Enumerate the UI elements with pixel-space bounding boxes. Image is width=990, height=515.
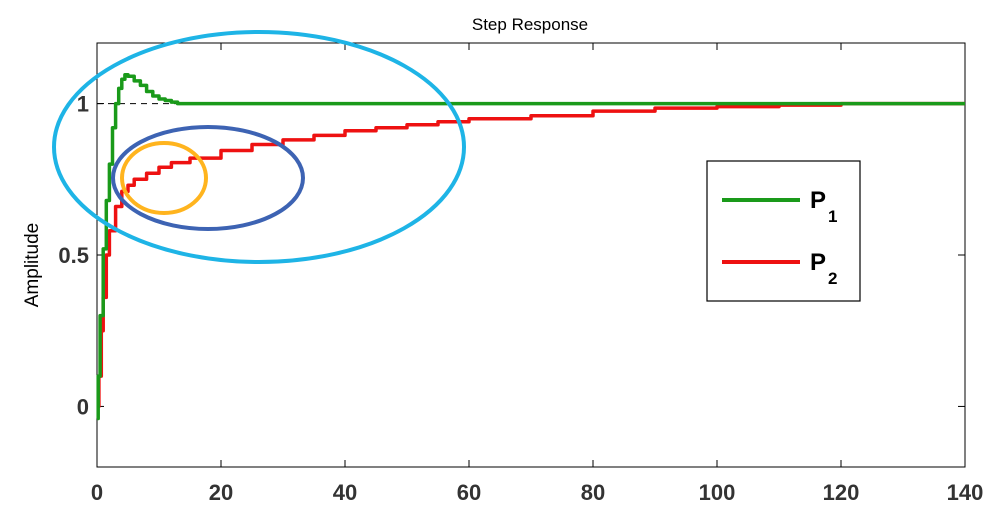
annotation-ellipse-blue bbox=[111, 125, 305, 231]
y-axis-label: Amplitude bbox=[22, 223, 43, 308]
y-tick-label: 0.5 bbox=[58, 243, 89, 268]
y-tick-label: 1 bbox=[77, 92, 89, 117]
chart-title: Step Response bbox=[472, 15, 588, 34]
x-tick-label: 140 bbox=[947, 480, 984, 505]
annotation-ellipse-cyan bbox=[52, 30, 466, 264]
series-line-p2 bbox=[97, 101, 965, 409]
x-tick-label: 100 bbox=[699, 480, 736, 505]
legend-box bbox=[706, 160, 861, 302]
legend-subscript-p1: 1 bbox=[828, 207, 837, 226]
x-tick-label: 0 bbox=[91, 480, 103, 505]
series-lines bbox=[96, 73, 965, 421]
axis-ticks: 0 20 40 60 80 100 120 140 0 0.5 1 bbox=[58, 43, 983, 505]
series-line-p1 bbox=[96, 73, 965, 421]
annotation-ellipse-yellow bbox=[120, 141, 208, 215]
y-tick-label: 0 bbox=[77, 394, 89, 419]
legend-label-p1: P bbox=[810, 187, 826, 214]
x-tick-label: 60 bbox=[457, 480, 481, 505]
legend-label-p2: P bbox=[810, 249, 826, 276]
legend-subscript-p2: 2 bbox=[828, 269, 837, 288]
x-tick-label: 80 bbox=[581, 480, 605, 505]
x-tick-label: 120 bbox=[823, 480, 860, 505]
x-tick-label: 20 bbox=[209, 480, 233, 505]
x-tick-label: 40 bbox=[333, 480, 357, 505]
